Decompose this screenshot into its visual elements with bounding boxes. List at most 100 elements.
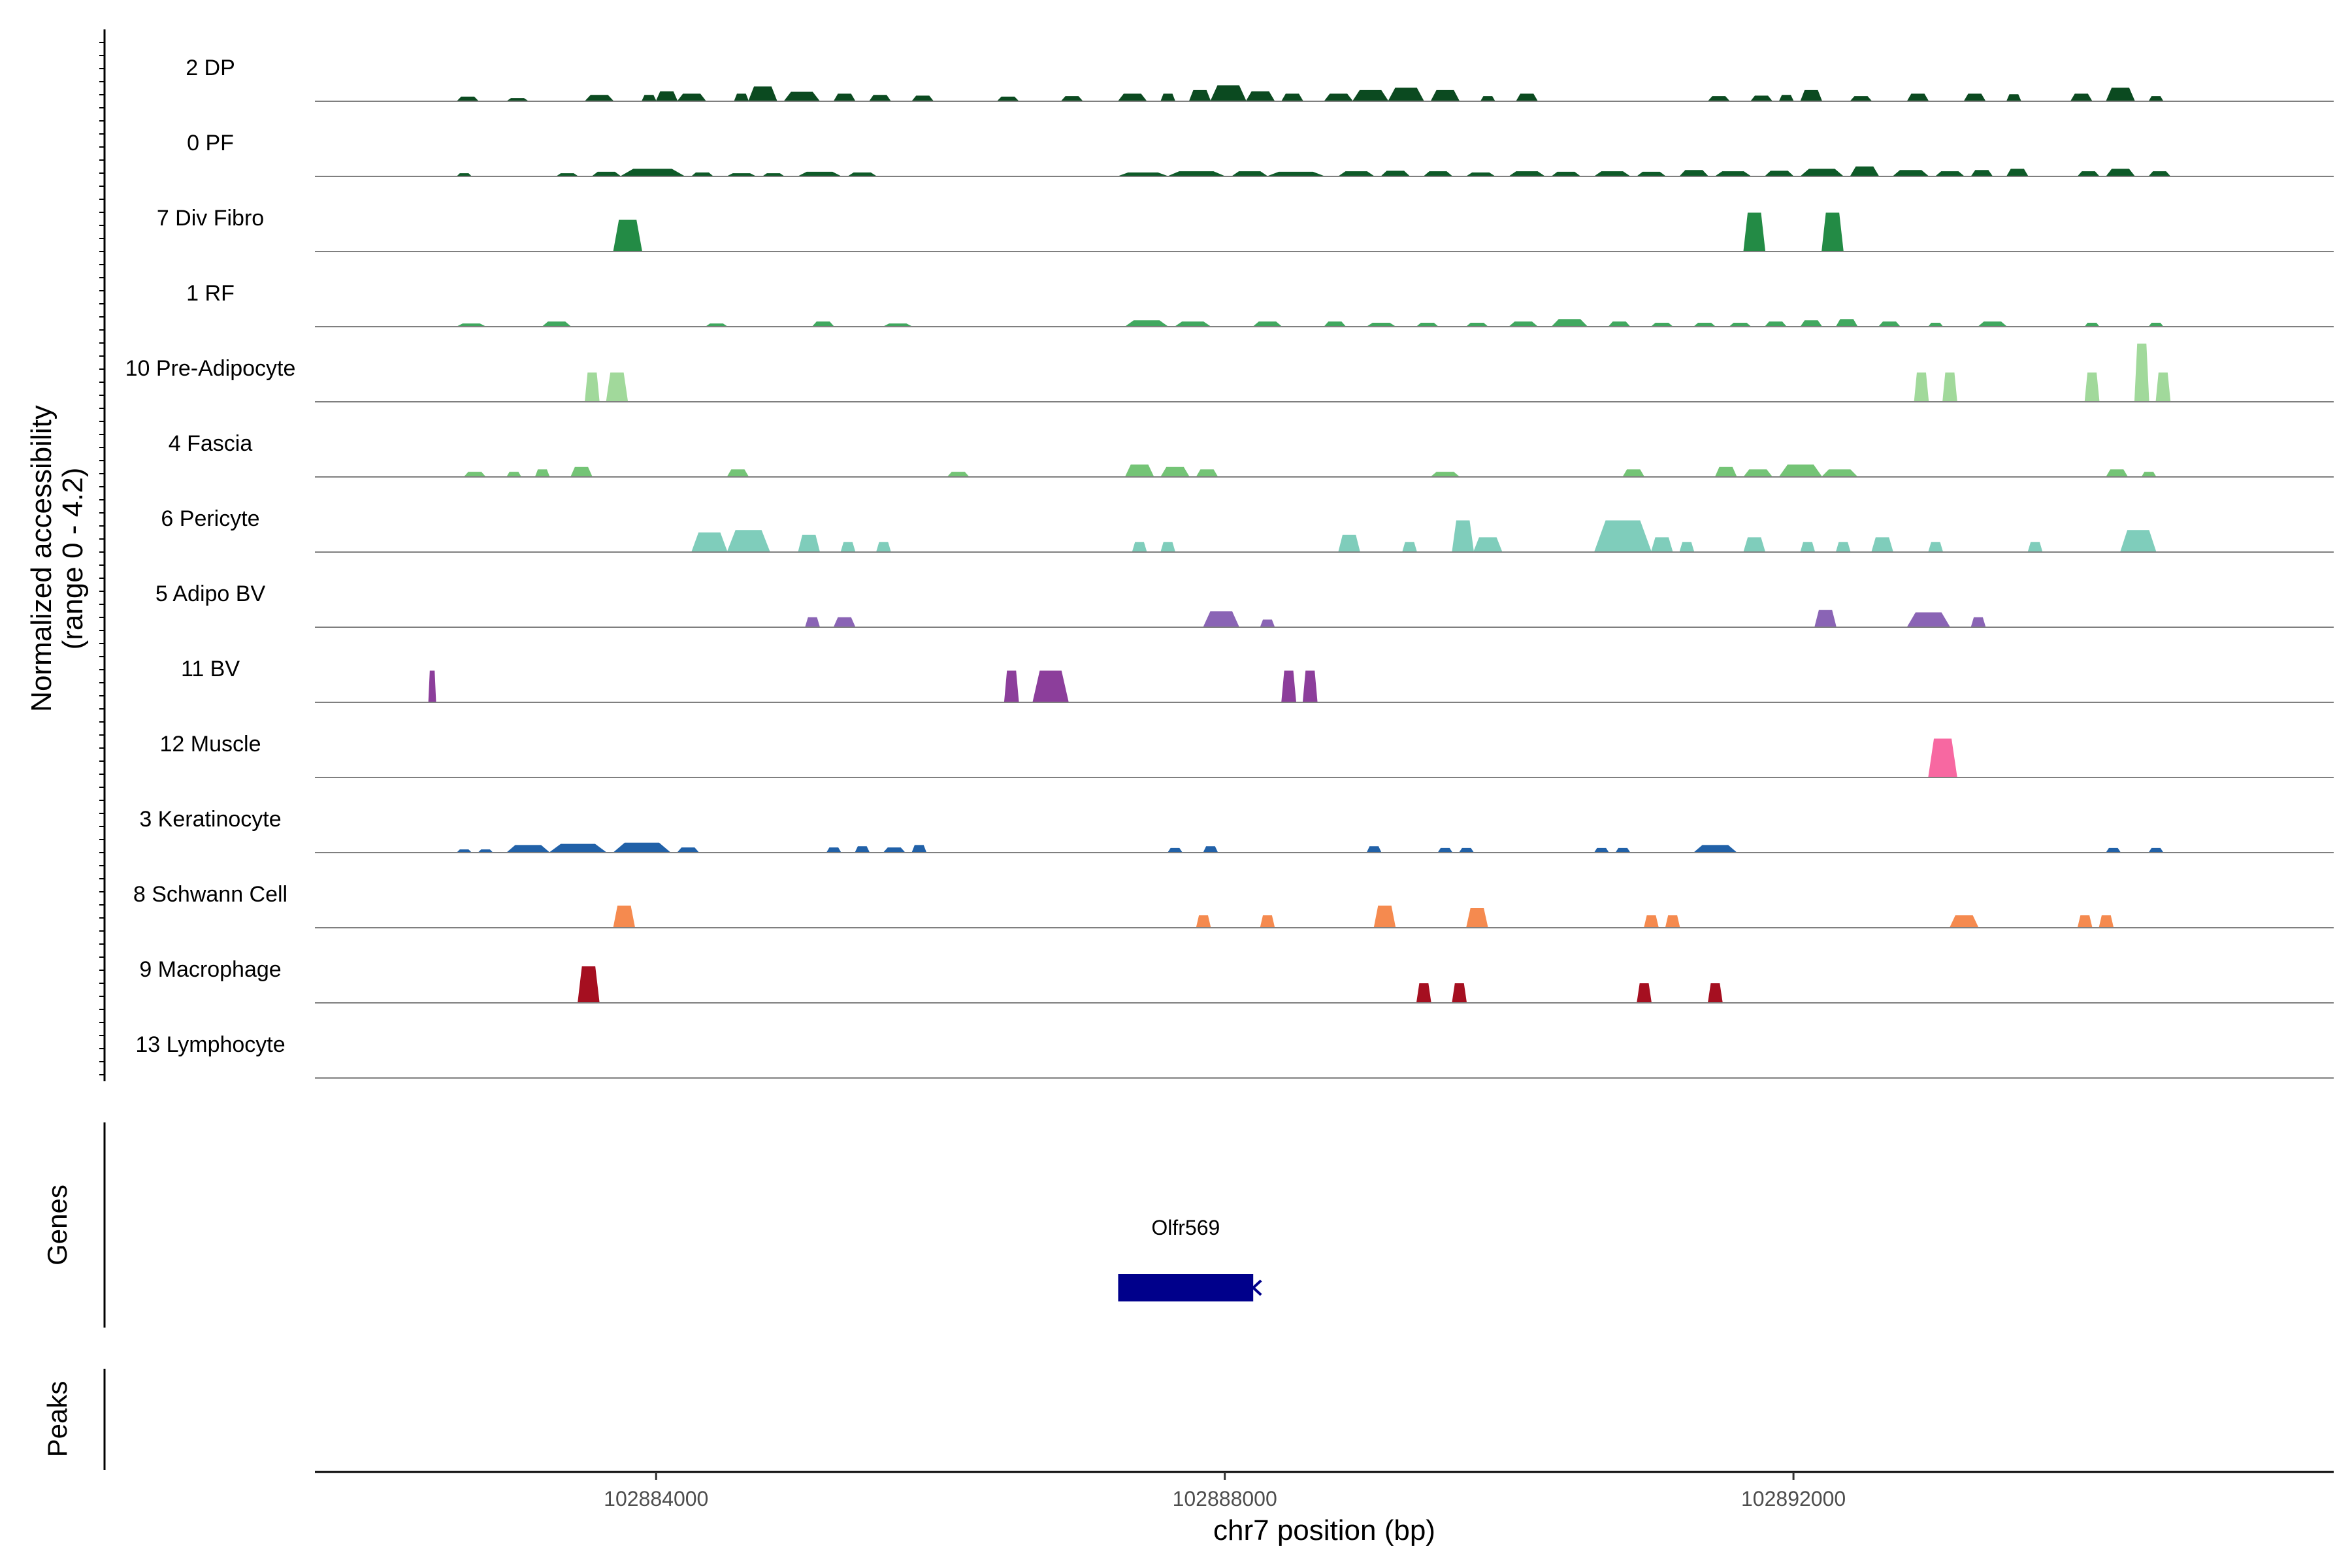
coverage-peak [1743,537,1766,553]
coverage-peak [691,532,728,553]
coverage-peak [1878,321,1901,327]
coverage-peak [2084,372,2100,402]
coverage-peak [1821,212,1844,252]
x-tick-label: 102892000 [1741,1487,1846,1511]
coverage-peak [1117,93,1148,102]
coverage-peak [1124,465,1154,478]
coverage-peak [2077,915,2093,928]
coverage-peak [2070,93,2093,102]
coverage-peak [2077,171,2100,177]
coverage-peak [548,843,608,853]
coverage-peak [1388,88,1425,102]
track-4-fascia: 4 Fascia [169,431,2334,478]
gene-body [1118,1274,1254,1301]
track-label: 10 Pre-Adipocyte [125,356,296,381]
coverage-peak [1743,212,1766,252]
coverage-peak [1849,96,1872,102]
coverage-peak [1679,542,1695,553]
coverage-peak [1373,906,1396,928]
coverage-peak [868,95,892,102]
track-label: 3 Keratinocyte [139,807,281,832]
coverage-peak [2141,472,2157,478]
track-label: 2 DP [186,56,235,80]
track-6-pericyte: 6 Pericyte [161,506,2334,553]
coverage-peak [911,845,927,853]
coverage-peak [911,95,934,102]
coverage-peak [613,220,643,252]
coverage-peak [1124,320,1169,327]
coverage-peak [734,93,749,102]
track-10-pre-adipocyte: 10 Pre-Adipocyte [125,343,2334,402]
coverage-peak [1714,171,1752,177]
coverage-peak [1928,738,1957,778]
coverage-peak [1764,171,1795,177]
coverage-peak [883,847,906,853]
coverage-peak [2105,469,2129,478]
coverage-peak [833,617,856,628]
coverage-peak [947,472,970,478]
coverage-peak [1260,915,1275,928]
coverage-peak [1473,537,1503,553]
coverage-peak [1422,171,1454,177]
coverage-peak [811,321,835,327]
coverage-peak [578,966,600,1004]
coverage-peak [1906,93,1929,102]
coverage-peak [1252,321,1283,327]
coverage-peak [1260,619,1275,628]
coverage-peak [1302,670,1318,703]
coverage-peak [676,847,700,853]
coverage-peak [1032,670,1069,703]
coverage-peak [1935,171,1965,177]
coverage-peak [875,542,891,553]
coverage-peak [1750,95,1773,102]
coverage-peak [1196,469,1218,478]
coverage-peak [612,842,672,853]
coverage-peak [1593,520,1652,553]
coverage-peak [1778,95,1794,102]
coverage-peak [1508,171,1546,177]
coverage-peak [1643,915,1659,928]
coverage-peak [1452,983,1467,1004]
track-9-macrophage: 9 Macrophage [139,957,2334,1004]
coverage-peak [1210,85,1247,102]
track-label: 1 RF [186,281,235,306]
coverage-peak [1800,90,1823,102]
coverage-peak [2155,372,2171,402]
coverage-peak [1245,91,1275,102]
track-12-muscle: 12 Muscle [160,732,2334,778]
coverage-peak [783,91,821,102]
coverage-peak [1707,96,1731,102]
coverage-peak [833,93,856,102]
track-label: 9 Macrophage [139,957,281,982]
track-label: 13 Lymphocyte [135,1032,285,1057]
coverage-peak [2099,915,2114,928]
track-label: 6 Pericyte [161,506,259,531]
coverage-peak [1323,93,1354,102]
coverage-peak [1004,670,1019,703]
coverage-peak [1416,983,1431,1004]
coverage-peak [1892,170,1930,177]
coverage-peak [1914,372,1929,402]
coverage-peak [463,472,487,478]
coverage-peak [570,466,593,478]
coverage-peak [541,321,572,327]
track-label: 0 PF [187,131,234,155]
coverage-peak [840,542,856,553]
coverage-peak [534,469,550,478]
coverage-peak [506,845,551,853]
coverage-peak [798,534,821,553]
y-axis-title-line2: (range 0 - 4.2) [57,468,89,650]
coverage-peak [1835,542,1851,553]
coverage-peak [1551,319,1588,327]
coverage-peak [1707,983,1723,1004]
coverage-tracks: 2 DP 0 PF 7 Div Fibro 1 RF 10 Pre-Adipocyte 4… [125,56,2334,1079]
track-label: 12 Muscle [160,732,261,757]
coverage-peak [1338,534,1361,553]
coverage-peak [1821,469,1859,478]
track-7-div-fibro: 7 Div Fibro [157,206,2334,252]
coverage-peak [1799,169,1844,177]
coverage-peak [2134,343,2149,402]
coverage-peak [1132,542,1147,553]
coverage-peak [2027,542,2043,553]
genes-panel: Genes Olfr569 [42,1122,1262,1328]
